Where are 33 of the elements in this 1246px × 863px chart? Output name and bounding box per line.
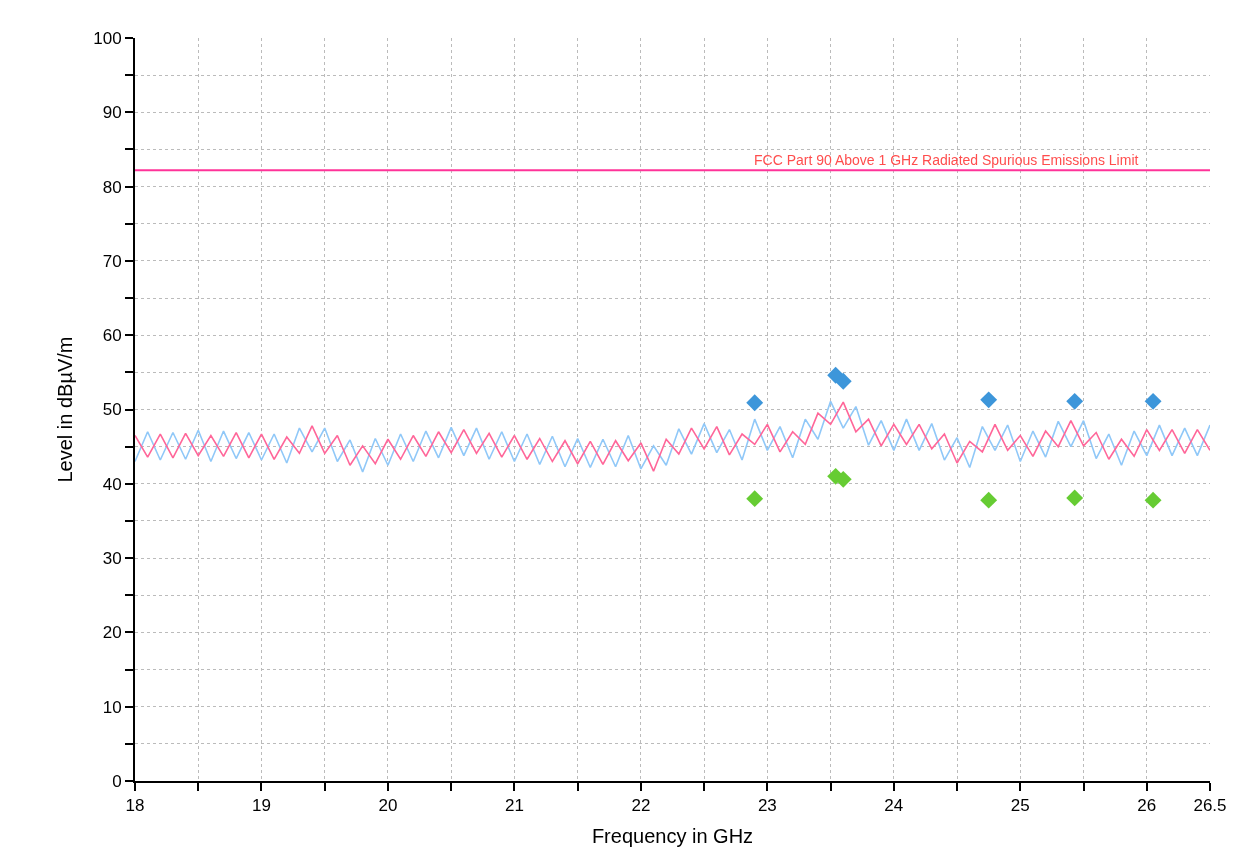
ref-line-label: FCC Part 90 Above 1 GHz Radiated Spurious Emissions Limit (754, 152, 1139, 168)
y-tick-label: 100 (93, 28, 122, 48)
x-axis-title: Frequency in GHz (591, 825, 754, 848)
x-tick-label: 18 (125, 796, 145, 816)
y-tick-label: 30 (102, 549, 122, 569)
point (980, 391, 998, 409)
y-tick-label: 0 (112, 771, 122, 791)
y-tick-label: 40 (102, 474, 122, 494)
y-tick-label: 10 (102, 697, 122, 717)
x-tick-label: 24 (884, 796, 904, 816)
x-tick-label: 22 (631, 796, 651, 816)
y-tick-label: 50 (102, 400, 122, 420)
x-tick-label: 23 (757, 796, 777, 816)
y-tick-label: 20 (102, 623, 122, 643)
point (1066, 392, 1084, 410)
point (1144, 392, 1162, 410)
point (1144, 491, 1162, 509)
x-tick-label: 19 (252, 796, 271, 816)
point (746, 394, 764, 412)
y-tick-label: 70 (102, 251, 122, 271)
point (746, 490, 764, 508)
y-tick-label: 90 (102, 103, 122, 123)
point (1066, 489, 1084, 507)
x-tick-label: 25 (1010, 796, 1030, 816)
point (980, 491, 998, 509)
y-tick-label: 80 (102, 177, 122, 197)
x-tick-label: 26 (1137, 796, 1157, 816)
x-tick-label: 20 (378, 796, 398, 816)
x-tick-label: 26.5 (1193, 796, 1227, 816)
y-axis-title: Level in dBµV/m (54, 336, 77, 483)
y-tick-label: 60 (102, 326, 122, 346)
x-tick-label: 21 (504, 796, 524, 816)
point (834, 372, 852, 390)
